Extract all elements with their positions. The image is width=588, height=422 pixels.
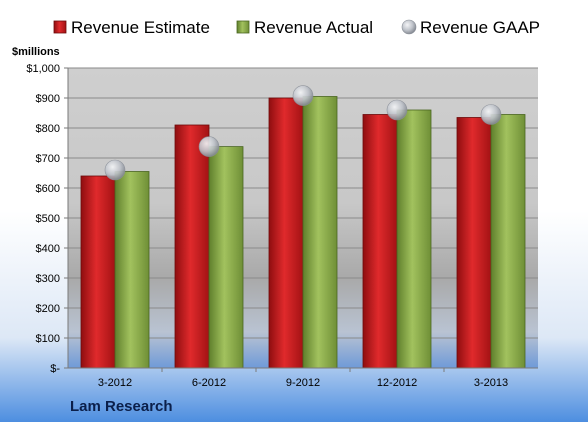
axes: $- $100 $200 $300 $400 $500 $600 $700 $800 $900 $1…: [26, 63, 538, 389]
y-tick-label: $200: [36, 303, 60, 315]
y-tick-label: $600: [36, 183, 60, 195]
gaap-marker: [292, 85, 314, 106]
legend-label: Revenue Actual: [254, 18, 373, 37]
legend-swatch: [236, 20, 250, 34]
y-tick-label: $400: [36, 243, 60, 255]
x-tick-label: 12-2012: [377, 377, 417, 389]
gaap-marker: [198, 136, 220, 157]
x-tick-label: 6-2012: [192, 377, 226, 389]
bars: [80, 96, 526, 369]
legend-swatch: [401, 19, 417, 35]
company-label: Lam Research: [70, 398, 173, 415]
y-tick-label: $900: [36, 93, 60, 105]
actual-bar: [490, 114, 526, 369]
x-tick-label: 3-2013: [474, 377, 508, 389]
y-tick-label: $700: [36, 153, 60, 165]
x-tick-label: 9-2012: [286, 377, 320, 389]
gaap-marker: [104, 159, 126, 181]
y-tick-label: $300: [36, 273, 60, 285]
y-tick-label: $500: [36, 213, 60, 225]
gaap-marker: [386, 99, 408, 121]
legend: Revenue Estimate Revenue Actual Revenue GA…: [53, 18, 540, 37]
legend-label: Revenue Estimate: [71, 18, 210, 37]
y-tick-label: $1,000: [26, 63, 60, 75]
estimate-bar: [174, 124, 210, 369]
estimate-bar: [80, 175, 116, 369]
actual-bar: [396, 109, 432, 369]
estimate-bar: [456, 117, 492, 369]
actual-bar: [302, 96, 338, 369]
unit-label: $millions: [12, 46, 60, 58]
gaap-marker: [480, 104, 502, 125]
estimate-bar: [268, 97, 304, 369]
legend-label: Revenue GAAP: [420, 18, 540, 37]
gaap-markers: [104, 85, 502, 181]
estimate-bar: [362, 114, 398, 369]
y-tick-label: $800: [36, 123, 60, 135]
actual-bar: [208, 146, 244, 369]
x-tick-label: 3-2012: [98, 377, 132, 389]
y-tick-label: $-: [50, 363, 60, 375]
y-tick-label: $100: [36, 333, 60, 345]
actual-bar: [114, 171, 150, 369]
legend-swatch: [53, 20, 67, 34]
